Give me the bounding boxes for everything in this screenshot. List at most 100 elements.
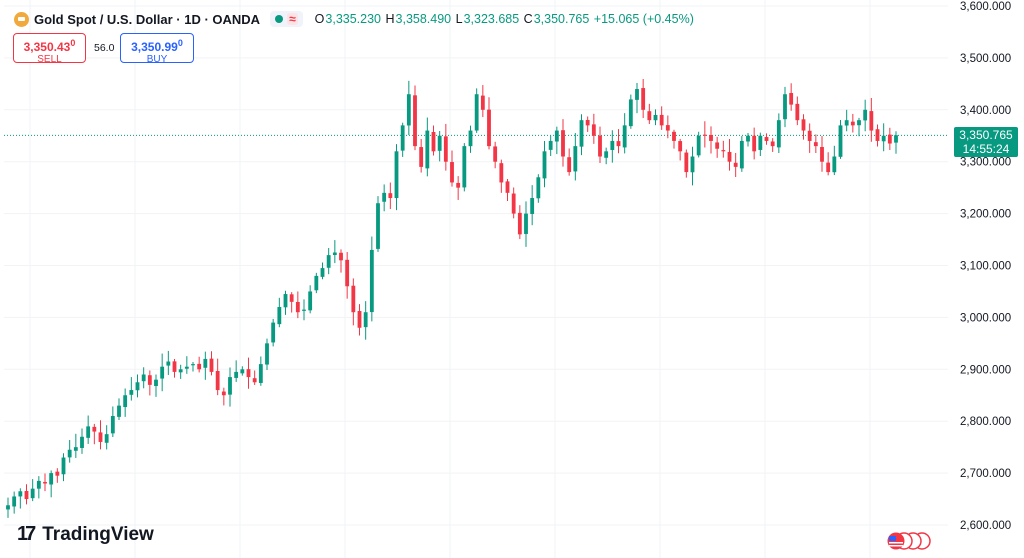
close-label: C bbox=[523, 12, 533, 26]
tradingview-logo-icon: 17 bbox=[17, 523, 36, 545]
low-value: 3,323.685 bbox=[463, 12, 520, 26]
candle-body bbox=[332, 252, 337, 255]
candle-body bbox=[413, 95, 417, 147]
candle-body bbox=[135, 382, 140, 391]
candle-body bbox=[727, 151, 732, 162]
high-value: 3,358.490 bbox=[395, 12, 452, 26]
sell-price-small-digit: 0 bbox=[70, 38, 76, 48]
candle-body bbox=[172, 361, 177, 372]
wave-icon: ≈ bbox=[287, 12, 298, 26]
candle-body bbox=[770, 141, 775, 147]
candle-body bbox=[406, 94, 411, 126]
candle-body bbox=[456, 182, 461, 188]
close-value: 3,350.765 bbox=[533, 12, 590, 26]
last-price-value: 3,350.765 bbox=[959, 128, 1013, 142]
candle-body bbox=[857, 120, 861, 126]
candle-body bbox=[234, 371, 239, 378]
candle-body bbox=[752, 135, 757, 152]
candle-body bbox=[869, 111, 874, 131]
candle-body bbox=[363, 312, 368, 328]
candle-body bbox=[252, 378, 257, 383]
candle-body bbox=[820, 146, 824, 162]
candle-body bbox=[635, 89, 639, 100]
candle-body bbox=[474, 94, 479, 131]
candle-body bbox=[616, 141, 621, 147]
candle-body bbox=[394, 151, 399, 199]
candle-body bbox=[86, 426, 91, 438]
candle-body bbox=[431, 132, 436, 152]
tradingview-logo[interactable]: 17 TradingView bbox=[17, 523, 154, 546]
candle-body bbox=[80, 436, 84, 448]
candle-body bbox=[43, 481, 47, 484]
candle-body bbox=[480, 95, 485, 110]
candle-body bbox=[147, 375, 152, 385]
candle-body bbox=[191, 364, 195, 366]
candle-body bbox=[517, 212, 522, 235]
candle-body bbox=[388, 193, 393, 199]
y-tick-label: 3,300.000 bbox=[960, 157, 1011, 169]
candle-body bbox=[221, 391, 226, 396]
y-tick-label: 3,600.000 bbox=[960, 1, 1011, 13]
candle-body bbox=[561, 130, 565, 157]
candle-body bbox=[838, 125, 843, 157]
candle-body bbox=[437, 135, 442, 151]
change-value: +15.065 (+0.45%) bbox=[593, 12, 694, 26]
candle-body bbox=[530, 198, 535, 214]
candle-body bbox=[591, 124, 596, 136]
candle-body bbox=[493, 146, 498, 162]
candle-body bbox=[98, 432, 103, 442]
candle-body bbox=[110, 416, 115, 434]
candle-body bbox=[863, 109, 868, 121]
candle-body bbox=[542, 151, 547, 179]
candle-body bbox=[807, 130, 812, 141]
candle-body bbox=[684, 152, 689, 173]
y-tick-label: 3,000.000 bbox=[960, 312, 1011, 324]
candle-body bbox=[92, 426, 97, 432]
candle-body bbox=[647, 111, 652, 121]
sell-button[interactable]: 3,350.430 SELL bbox=[13, 33, 86, 65]
currency-flags-icon[interactable] bbox=[886, 531, 932, 551]
candle-body bbox=[160, 366, 165, 379]
candle-body bbox=[536, 177, 541, 199]
candle-body bbox=[850, 121, 855, 126]
candle-body bbox=[789, 93, 794, 105]
candle-body bbox=[215, 370, 220, 391]
candle-body bbox=[376, 203, 380, 249]
buy-button[interactable]: 3,350.990 BUY bbox=[120, 33, 194, 65]
candle-body bbox=[55, 471, 60, 476]
candle-body bbox=[450, 162, 454, 183]
candle-body bbox=[733, 162, 738, 167]
candle-body bbox=[320, 268, 325, 277]
y-tick-label: 3,500.000 bbox=[960, 53, 1011, 65]
buy-price: 3,350.99 bbox=[131, 40, 178, 54]
market-status-badge[interactable]: ≈ bbox=[270, 11, 303, 27]
candle-body bbox=[776, 120, 781, 148]
bar-countdown: 14:55:24 bbox=[962, 142, 1010, 156]
candle-body bbox=[881, 135, 886, 142]
open-label: O bbox=[314, 12, 325, 26]
candle-body bbox=[844, 120, 849, 126]
candle-body bbox=[209, 358, 214, 372]
candle-body bbox=[524, 213, 528, 234]
candle-body bbox=[197, 363, 202, 370]
candle-body bbox=[228, 377, 232, 395]
y-tick-label: 3,100.000 bbox=[960, 261, 1011, 273]
candle-body bbox=[554, 130, 559, 142]
candle-body bbox=[18, 491, 23, 497]
candle-body bbox=[6, 505, 10, 510]
last-price-tag: 3,350.765 14:55:24 bbox=[954, 127, 1018, 157]
market-open-dot-icon bbox=[275, 15, 284, 23]
candle-body bbox=[141, 374, 146, 382]
candle-body bbox=[443, 136, 448, 162]
candle-body bbox=[653, 114, 658, 121]
candle-body bbox=[622, 125, 627, 148]
candle-body bbox=[271, 322, 276, 343]
candle-body bbox=[487, 109, 491, 147]
candle-body bbox=[49, 473, 54, 485]
candle-body bbox=[511, 193, 516, 214]
symbol-title[interactable]: Gold Spot / U.S. Dollar · 1D · OANDA bbox=[34, 11, 261, 27]
candle-body bbox=[715, 142, 720, 149]
candle-body bbox=[641, 88, 646, 110]
candle-body bbox=[117, 405, 121, 417]
